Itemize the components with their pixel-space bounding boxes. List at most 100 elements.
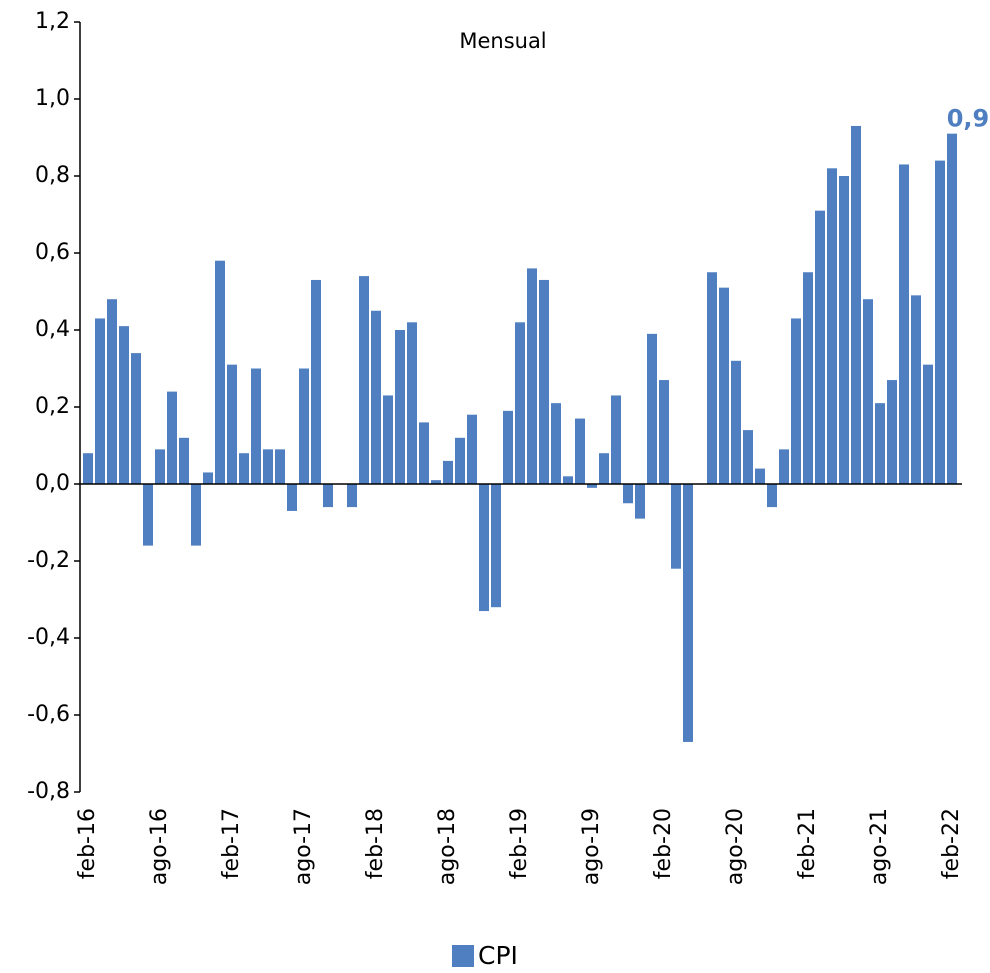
bar — [131, 353, 141, 484]
bar — [827, 168, 837, 485]
bar — [683, 484, 693, 742]
bar — [887, 380, 897, 484]
chart-title: Mensual — [459, 29, 546, 53]
x-tick-label: feb-17 — [219, 808, 244, 879]
bar — [803, 272, 813, 484]
bar — [599, 453, 609, 484]
bar — [83, 453, 93, 484]
bar — [731, 360, 741, 484]
bar — [455, 437, 465, 484]
bar — [347, 484, 357, 508]
bar — [839, 176, 849, 484]
bar — [179, 437, 189, 484]
bar — [539, 279, 549, 484]
y-tick-label: 0,8 — [35, 163, 70, 188]
bar — [311, 279, 321, 484]
y-tick-label: -0,2 — [27, 548, 70, 573]
bar — [587, 484, 597, 488]
bar — [899, 164, 909, 484]
y-tick-label: 0,0 — [35, 471, 70, 496]
x-tick-label: feb-16 — [75, 808, 100, 879]
bar — [791, 318, 801, 484]
bar — [515, 322, 525, 484]
bar — [407, 322, 417, 484]
bar — [815, 210, 825, 484]
y-tick-label: -0,8 — [27, 779, 70, 804]
y-tick-label: -0,6 — [27, 702, 70, 727]
bar — [611, 395, 621, 484]
y-tick-label: 1,2 — [35, 9, 70, 34]
bar — [431, 480, 441, 484]
bar — [935, 160, 945, 484]
bar — [383, 395, 393, 484]
y-tick-label: 1,0 — [35, 86, 70, 111]
y-tick-label: 0,6 — [35, 240, 70, 265]
value-label: 0,9 — [947, 105, 990, 133]
x-tick-label: ago-16 — [147, 808, 172, 885]
bar — [479, 484, 489, 612]
legend-label: CPI — [478, 941, 518, 970]
bar — [551, 403, 561, 484]
bar — [659, 380, 669, 484]
bar — [491, 484, 501, 608]
bar — [647, 333, 657, 484]
bar — [623, 484, 633, 504]
x-tick-label: feb-18 — [363, 808, 388, 879]
bar — [395, 330, 405, 484]
x-tick-label: ago-21 — [867, 808, 892, 885]
bar — [575, 418, 585, 484]
bar — [227, 364, 237, 484]
x-tick-label: ago-18 — [435, 808, 460, 885]
bar — [251, 368, 261, 484]
bar — [467, 414, 477, 484]
bar — [911, 295, 921, 484]
bar — [119, 326, 129, 484]
bar — [719, 287, 729, 484]
bar — [923, 364, 933, 484]
bar — [671, 484, 681, 569]
bar — [767, 484, 777, 508]
legend-swatch — [452, 945, 474, 967]
bar — [779, 449, 789, 484]
bar — [743, 430, 753, 484]
bar — [443, 460, 453, 484]
y-tick-label: 0,2 — [35, 394, 70, 419]
x-tick-label: ago-20 — [723, 808, 748, 885]
bar — [875, 403, 885, 484]
bar — [275, 449, 285, 484]
bar — [419, 422, 429, 484]
bar — [155, 449, 165, 484]
bar — [707, 272, 717, 484]
bar — [635, 484, 645, 519]
bar — [563, 476, 573, 484]
bar — [263, 449, 273, 484]
bar — [947, 133, 957, 484]
bar — [287, 484, 297, 511]
bar — [191, 484, 201, 546]
x-tick-label: ago-19 — [579, 808, 604, 885]
y-tick-label: -0,4 — [27, 625, 70, 650]
x-tick-label: feb-19 — [507, 808, 532, 879]
bar — [503, 410, 513, 484]
y-tick-label: 0,4 — [35, 317, 70, 342]
bar — [107, 299, 117, 484]
bar — [143, 484, 153, 546]
bar — [527, 268, 537, 484]
bar — [323, 484, 333, 508]
bar — [851, 125, 861, 484]
bar — [95, 318, 105, 484]
bar — [371, 310, 381, 484]
bar — [299, 368, 309, 484]
bar — [863, 299, 873, 484]
bar — [215, 260, 225, 484]
bar — [239, 453, 249, 484]
x-tick-label: feb-22 — [939, 808, 964, 879]
bar — [167, 391, 177, 484]
x-tick-label: feb-20 — [651, 808, 676, 879]
bar — [359, 276, 369, 484]
bar — [203, 472, 213, 484]
x-tick-label: ago-17 — [291, 808, 316, 885]
bar — [755, 468, 765, 484]
x-tick-label: feb-21 — [795, 808, 820, 879]
